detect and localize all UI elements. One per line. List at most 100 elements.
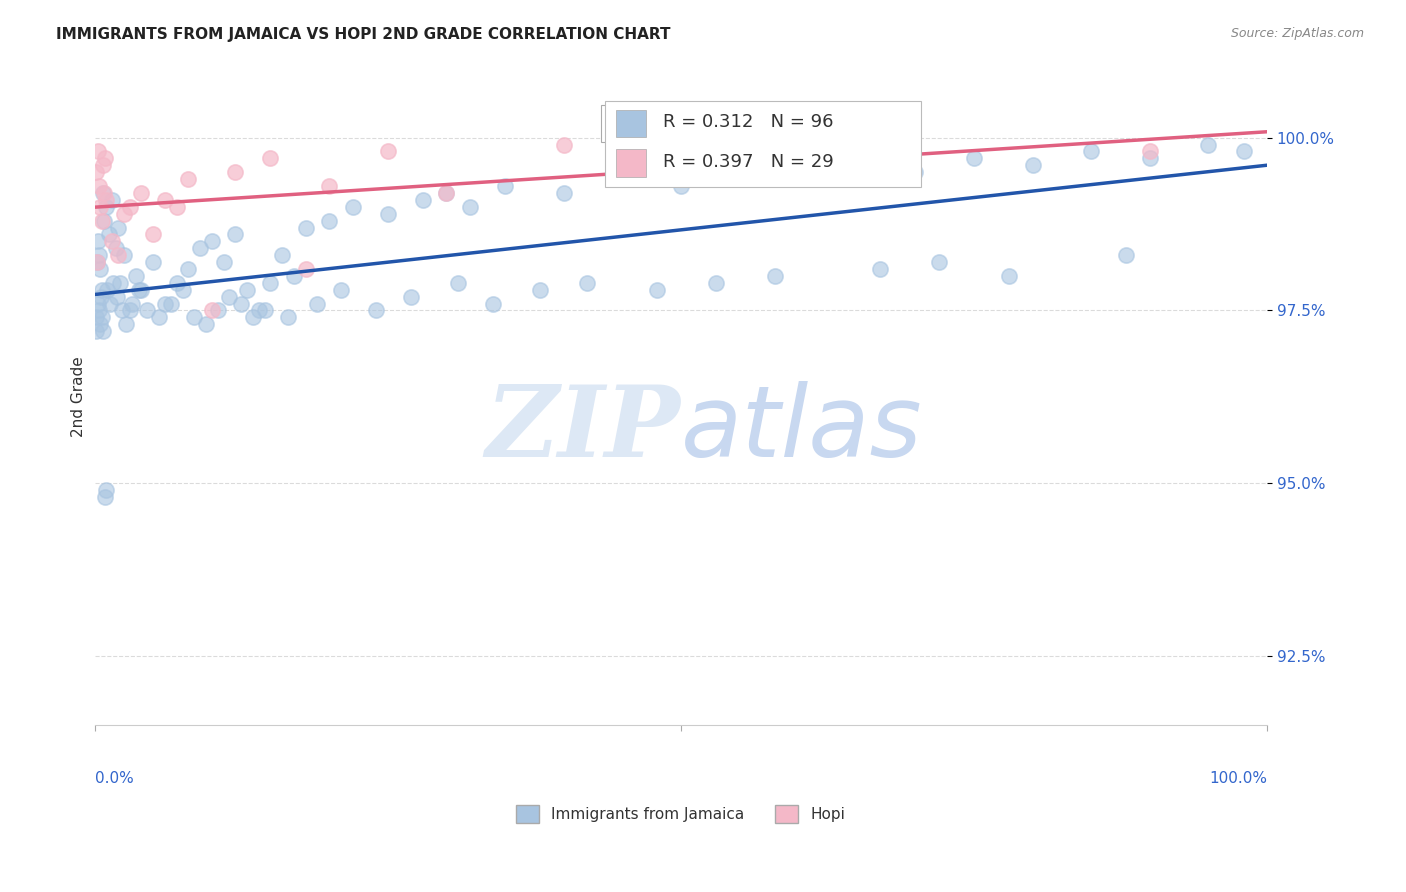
- Point: [294, 220, 316, 235]
- Point: [224, 165, 246, 179]
- FancyBboxPatch shape: [605, 102, 921, 186]
- Point: [87, 303, 110, 318]
- Point: [131, 283, 153, 297]
- Point: [107, 248, 129, 262]
- Point: [89, 248, 111, 262]
- Point: [231, 296, 253, 310]
- Point: [763, 268, 786, 283]
- Point: [1139, 152, 1161, 166]
- Point: [253, 303, 276, 318]
- Point: [93, 186, 115, 200]
- Point: [101, 235, 124, 249]
- Point: [224, 227, 246, 242]
- Point: [377, 207, 399, 221]
- Point: [283, 268, 305, 283]
- Point: [183, 310, 205, 325]
- Point: [96, 283, 118, 297]
- Point: [142, 227, 165, 242]
- Point: [124, 268, 146, 283]
- Point: [207, 303, 229, 318]
- Point: [110, 303, 132, 318]
- Point: [963, 152, 986, 166]
- Point: [271, 248, 294, 262]
- Point: [90, 213, 112, 227]
- Point: [704, 276, 727, 290]
- Point: [90, 290, 112, 304]
- Point: [447, 276, 470, 290]
- Point: [553, 186, 575, 200]
- Point: [112, 248, 135, 262]
- Point: [1115, 248, 1137, 262]
- Point: [188, 241, 211, 255]
- Point: [91, 186, 114, 200]
- Point: [529, 283, 551, 297]
- Point: [89, 200, 111, 214]
- Point: [86, 310, 108, 325]
- Point: [128, 283, 150, 297]
- Point: [928, 255, 950, 269]
- Point: [1021, 158, 1043, 172]
- Point: [159, 296, 181, 310]
- Point: [96, 200, 118, 214]
- Point: [845, 158, 868, 172]
- Point: [91, 310, 114, 325]
- Point: [84, 165, 107, 179]
- Point: [307, 296, 329, 310]
- Point: [277, 310, 299, 325]
- FancyBboxPatch shape: [616, 149, 645, 177]
- Point: [110, 276, 132, 290]
- Point: [218, 290, 240, 304]
- Point: [412, 193, 434, 207]
- Point: [1139, 145, 1161, 159]
- Point: [318, 179, 340, 194]
- Point: [118, 200, 141, 214]
- Point: [612, 172, 634, 186]
- Point: [104, 241, 127, 255]
- Point: [904, 165, 927, 179]
- Point: [787, 145, 810, 159]
- Point: [107, 220, 129, 235]
- Point: [458, 200, 481, 214]
- Point: [94, 483, 117, 498]
- Point: [94, 152, 117, 166]
- Point: [194, 318, 217, 332]
- Point: [87, 235, 110, 249]
- Point: [869, 262, 891, 277]
- Point: [259, 152, 281, 166]
- Text: atlas: atlas: [681, 381, 922, 478]
- Point: [259, 276, 281, 290]
- Text: 100.0%: 100.0%: [1209, 772, 1267, 786]
- Point: [153, 193, 176, 207]
- Point: [103, 276, 125, 290]
- Point: [236, 283, 259, 297]
- Point: [576, 276, 599, 290]
- Point: [112, 207, 135, 221]
- Point: [136, 303, 159, 318]
- Point: [494, 179, 516, 194]
- Point: [89, 262, 111, 277]
- Point: [399, 290, 422, 304]
- Point: [434, 186, 457, 200]
- Point: [86, 255, 108, 269]
- Point: [86, 296, 108, 310]
- Text: Source: ZipAtlas.com: Source: ZipAtlas.com: [1230, 27, 1364, 40]
- Point: [148, 310, 170, 325]
- Point: [329, 283, 352, 297]
- Point: [998, 268, 1021, 283]
- Point: [121, 296, 143, 310]
- Point: [93, 490, 115, 504]
- Point: [115, 318, 138, 332]
- Point: [97, 227, 120, 242]
- Point: [1197, 137, 1219, 152]
- Point: [166, 200, 188, 214]
- Point: [86, 255, 108, 269]
- Point: [89, 318, 111, 332]
- Point: [153, 296, 176, 310]
- Point: [101, 193, 124, 207]
- Point: [728, 165, 751, 179]
- Point: [212, 255, 235, 269]
- Point: [91, 158, 114, 172]
- Point: [177, 262, 200, 277]
- Legend: Immigrants from Jamaica, Hopi: Immigrants from Jamaica, Hopi: [510, 798, 852, 830]
- Point: [172, 283, 194, 297]
